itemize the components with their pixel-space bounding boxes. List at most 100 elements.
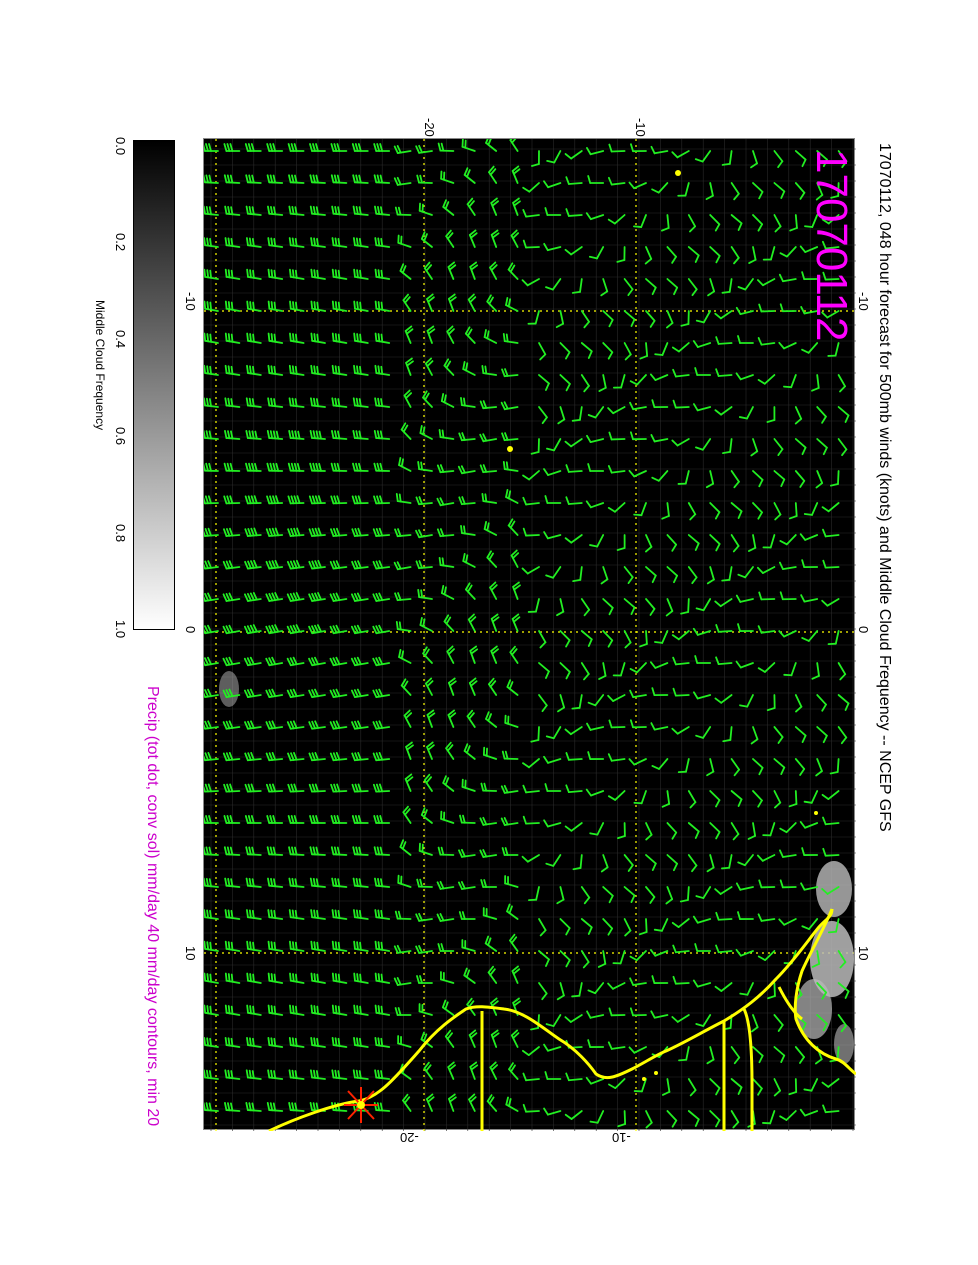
wind-barb [633, 1078, 647, 1093]
wind-barb [762, 534, 776, 549]
wind-barb [538, 374, 550, 391]
wind-barb [204, 560, 219, 570]
wind-barb [204, 783, 219, 793]
wind-barb [245, 846, 262, 856]
wind-barb [423, 261, 433, 280]
wind-barb [351, 815, 369, 824]
wind-barb [416, 174, 433, 184]
wind-barb [329, 656, 348, 667]
wind-barb [665, 310, 674, 329]
wind-barb [544, 1071, 562, 1080]
wind-barb [597, 950, 607, 968]
wind-barb [440, 170, 455, 184]
wind-barb [800, 882, 819, 891]
wind-barb [735, 948, 754, 957]
wind-barb [461, 939, 476, 952]
wind-barb [267, 1069, 284, 1080]
wind-barb [224, 430, 241, 440]
wind-barb [487, 965, 498, 984]
wind-barb [372, 688, 391, 698]
wind-barb [485, 139, 498, 152]
wind-barb [288, 1069, 305, 1080]
wind-barb [469, 645, 479, 664]
wind-barb [815, 470, 824, 489]
wind-barb [374, 332, 391, 344]
wind-barb [373, 846, 391, 856]
wind-barb [331, 972, 348, 984]
wind-barb [288, 909, 305, 920]
wind-barb [600, 854, 609, 873]
wind-barb [803, 1078, 819, 1092]
wind-barb [602, 886, 614, 904]
wind-barb [644, 534, 653, 553]
wind-barb [508, 1062, 519, 1080]
wind-barb [837, 438, 848, 457]
wind-barb [403, 389, 413, 408]
wind-barb [589, 534, 605, 548]
wind-barb [488, 677, 498, 696]
wind-barb [528, 886, 540, 902]
wind-barb [374, 972, 391, 984]
wind-barb [661, 214, 670, 232]
wind-barb [692, 627, 712, 636]
wind-barb [462, 552, 476, 568]
wind-barb [510, 549, 520, 568]
wind-barb [837, 982, 850, 999]
wind-barb [801, 559, 819, 569]
wind-barb [310, 237, 326, 248]
wind-barb [580, 950, 590, 969]
wind-barb [564, 726, 583, 736]
wind-barb [400, 422, 412, 440]
wind-barb [585, 212, 605, 221]
wind-barb [705, 470, 715, 489]
wind-barb [373, 462, 391, 472]
wind-barb [440, 971, 455, 984]
wind-barb [714, 982, 733, 992]
wind-barb [638, 918, 648, 936]
wind-barb [461, 778, 476, 792]
wind-barb [651, 182, 669, 194]
wind-barb [715, 336, 733, 345]
wind-barb [464, 326, 476, 344]
wind-barb [556, 886, 565, 905]
wind-barb [588, 246, 605, 260]
wind-barb [580, 342, 593, 359]
wind-barb [287, 495, 305, 505]
wind-barb [309, 877, 326, 888]
wind-barb [671, 150, 690, 159]
wind-barb [714, 598, 733, 608]
wind-barb [778, 273, 797, 283]
wind-barb [522, 758, 540, 769]
left-tick-2: 0 [183, 626, 198, 634]
wind-barb [204, 624, 219, 635]
wind-barb [204, 268, 219, 280]
wind-barb [794, 1046, 805, 1064]
wind-barb [373, 430, 391, 440]
wind-barb [773, 470, 786, 487]
wind-barb [773, 1078, 781, 1097]
wind-barb [779, 591, 797, 601]
wind-barb [465, 582, 476, 600]
wind-barb [352, 462, 369, 472]
wind-barb [522, 182, 540, 193]
wind-barb [308, 527, 326, 537]
wind-barb [467, 613, 477, 632]
wind-barb [827, 630, 840, 646]
wind-barb [543, 755, 562, 764]
wind-barb [630, 143, 647, 153]
wind-barb [204, 205, 219, 216]
wind-barb [374, 268, 391, 280]
wind-barb [267, 397, 284, 408]
wind-barb [352, 397, 369, 408]
wind-barb [224, 300, 241, 312]
wind-barb [650, 434, 669, 443]
wind-barb [445, 741, 455, 760]
wind-barb [779, 822, 797, 834]
wind-barb [779, 534, 797, 546]
wind-barb [773, 758, 786, 775]
wind-barb [666, 822, 678, 840]
wind-barb [695, 438, 712, 451]
wind-barb [837, 694, 850, 711]
wind-barb [459, 814, 476, 824]
wind-barb [564, 246, 583, 256]
